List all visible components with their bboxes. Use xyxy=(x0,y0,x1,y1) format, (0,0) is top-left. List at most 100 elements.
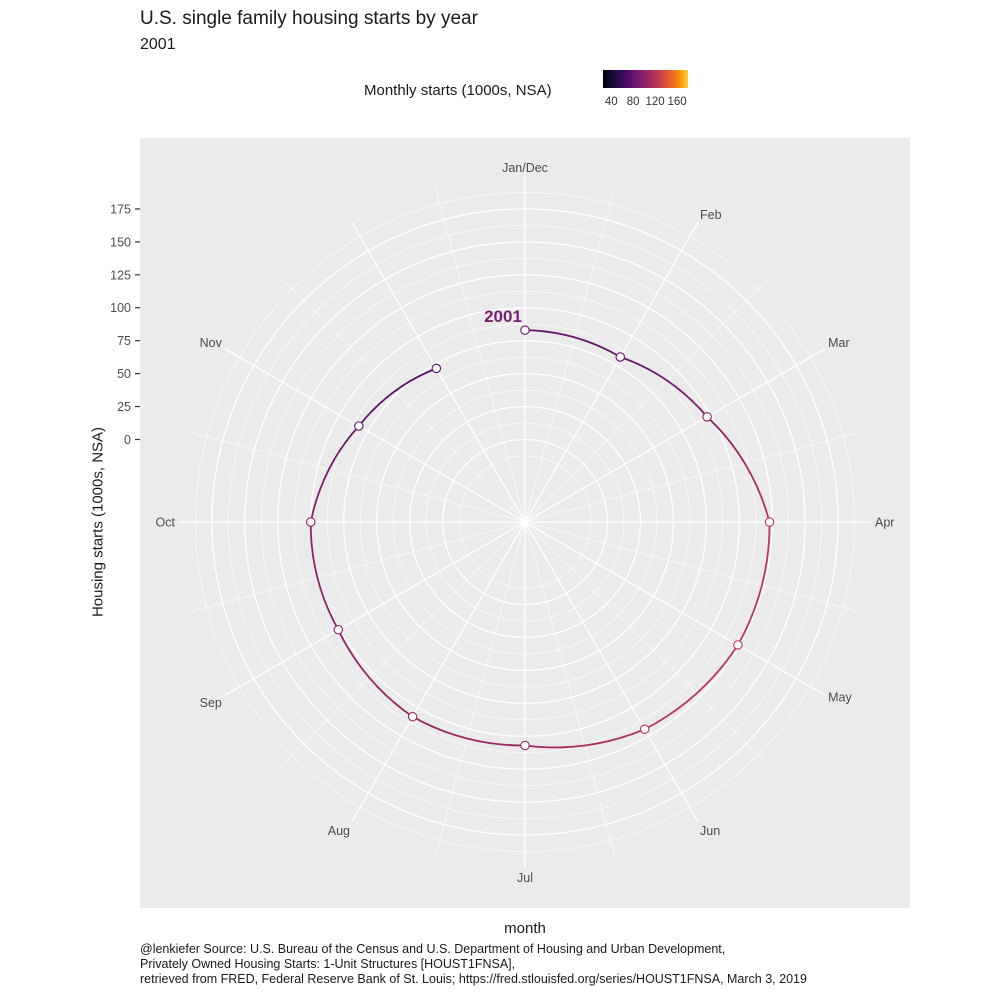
series-line-segment xyxy=(571,744,586,748)
legend-tick-label: 120 xyxy=(645,96,665,108)
series-line-segment xyxy=(656,373,668,382)
minor-radial-grid xyxy=(524,432,860,523)
legend-colorbar xyxy=(603,70,688,88)
minor-circle-grid xyxy=(293,290,757,754)
series-line-segment xyxy=(722,432,732,444)
series-line-segment xyxy=(361,667,371,679)
major-circle-grid xyxy=(211,208,839,836)
series-line-segment xyxy=(327,459,335,471)
series-line-segment xyxy=(682,392,693,402)
data-point xyxy=(333,625,344,635)
series-line-segment xyxy=(310,532,313,546)
series-line-segment xyxy=(743,621,751,635)
series-line-segment xyxy=(563,333,576,339)
series-line-segment xyxy=(583,742,598,747)
minor-radial-grid xyxy=(190,521,526,612)
minor-radial-grid xyxy=(435,521,526,857)
series-line-segment xyxy=(314,565,319,579)
series-line-segment xyxy=(327,608,334,621)
minor-radial-grid xyxy=(524,521,860,612)
major-radial-grid xyxy=(225,521,526,696)
series-line-segment xyxy=(371,403,381,412)
data-point xyxy=(520,325,530,335)
series-line-segment xyxy=(418,371,429,378)
series-line-segment xyxy=(647,368,659,376)
series-line-segment xyxy=(755,484,763,499)
legend-tick-label: 40 xyxy=(604,96,618,108)
theta-label: Oct xyxy=(156,516,176,530)
data-point xyxy=(431,363,442,374)
series-line-segment xyxy=(409,375,420,382)
theta-label: May xyxy=(828,691,852,705)
major-circle-grid xyxy=(441,438,609,606)
series-line-segment xyxy=(601,346,613,354)
series-line-segment xyxy=(364,410,374,420)
series-line-segment xyxy=(743,462,752,475)
series-label: 2001 xyxy=(484,307,522,326)
series-line-segment xyxy=(654,715,668,725)
series-line-segment xyxy=(376,685,387,696)
series-line-segment xyxy=(665,379,677,388)
minor-circle-grid xyxy=(326,323,724,721)
y-tick-label: 100 xyxy=(110,301,131,315)
caption-line-2: Privately Owned Housing Starts: 1-Unit S… xyxy=(140,957,516,971)
series-line-segment xyxy=(685,692,698,703)
major-radial-grid xyxy=(351,521,526,822)
series-line-segment xyxy=(443,730,457,737)
series-line-segment xyxy=(714,424,725,435)
series-line-segment xyxy=(608,736,622,742)
minor-radial-grid xyxy=(524,187,615,523)
series-line-segment xyxy=(730,442,739,454)
series-line-segment xyxy=(704,674,716,686)
major-radial-grid xyxy=(524,521,825,696)
series-line-segment xyxy=(378,396,388,405)
chart-subtitle: 2001 xyxy=(140,36,176,53)
minor-radial-grid xyxy=(190,432,526,523)
data-point xyxy=(520,740,530,751)
legend-tick-mark xyxy=(611,88,613,93)
major-circle-grid xyxy=(244,241,806,803)
series-line-segment xyxy=(319,587,326,601)
data-point xyxy=(764,517,775,527)
series-line-segment xyxy=(596,740,610,745)
major-radial-grid xyxy=(225,348,526,523)
series-line-segment xyxy=(422,721,435,729)
series-line-segment xyxy=(628,359,641,366)
series-line-segment xyxy=(312,499,318,512)
minor-circle-grid xyxy=(392,389,658,655)
caption: @lenkiefer Source: U.S. Bureau of the Ce… xyxy=(140,942,807,987)
series-line-segment xyxy=(674,385,685,395)
series-line-segment xyxy=(760,496,767,511)
series-line-segment xyxy=(766,546,770,562)
minor-radial-grid xyxy=(524,521,615,857)
series-line-segment xyxy=(721,654,732,667)
series-line-segment xyxy=(315,488,321,501)
series-line-segment xyxy=(691,399,701,410)
major-radial-grid xyxy=(524,521,699,822)
y-tick-label: 125 xyxy=(110,268,131,282)
data-point xyxy=(354,421,364,431)
data-point xyxy=(615,352,626,362)
y-tick-label: 25 xyxy=(117,400,131,414)
legend-tick-mark xyxy=(633,88,635,93)
series-line-segment xyxy=(466,737,480,743)
series-line-segment xyxy=(713,664,724,677)
minor-circle-grid xyxy=(458,455,592,589)
series-line-segment xyxy=(763,559,768,574)
theta-label: Nov xyxy=(200,336,223,350)
series-line-segment xyxy=(432,726,446,733)
series-line-segment xyxy=(749,473,758,487)
minor-circle-grid xyxy=(261,258,789,786)
series-line-segment xyxy=(583,339,595,345)
series-line-segment xyxy=(760,572,766,587)
caption-line-1: @lenkiefer Source: U.S. Bureau of the Ce… xyxy=(140,942,726,956)
minor-circle-grid xyxy=(425,422,625,622)
minor-radial-grid xyxy=(280,277,526,523)
minor-circle-grid xyxy=(195,192,855,852)
legend-title: Monthly starts (1000s, NSA) xyxy=(364,82,552,99)
series-line-segment xyxy=(534,329,546,333)
theta-label: Apr xyxy=(875,516,894,530)
series-line-segment xyxy=(323,598,330,611)
series-line-segment xyxy=(477,740,491,745)
